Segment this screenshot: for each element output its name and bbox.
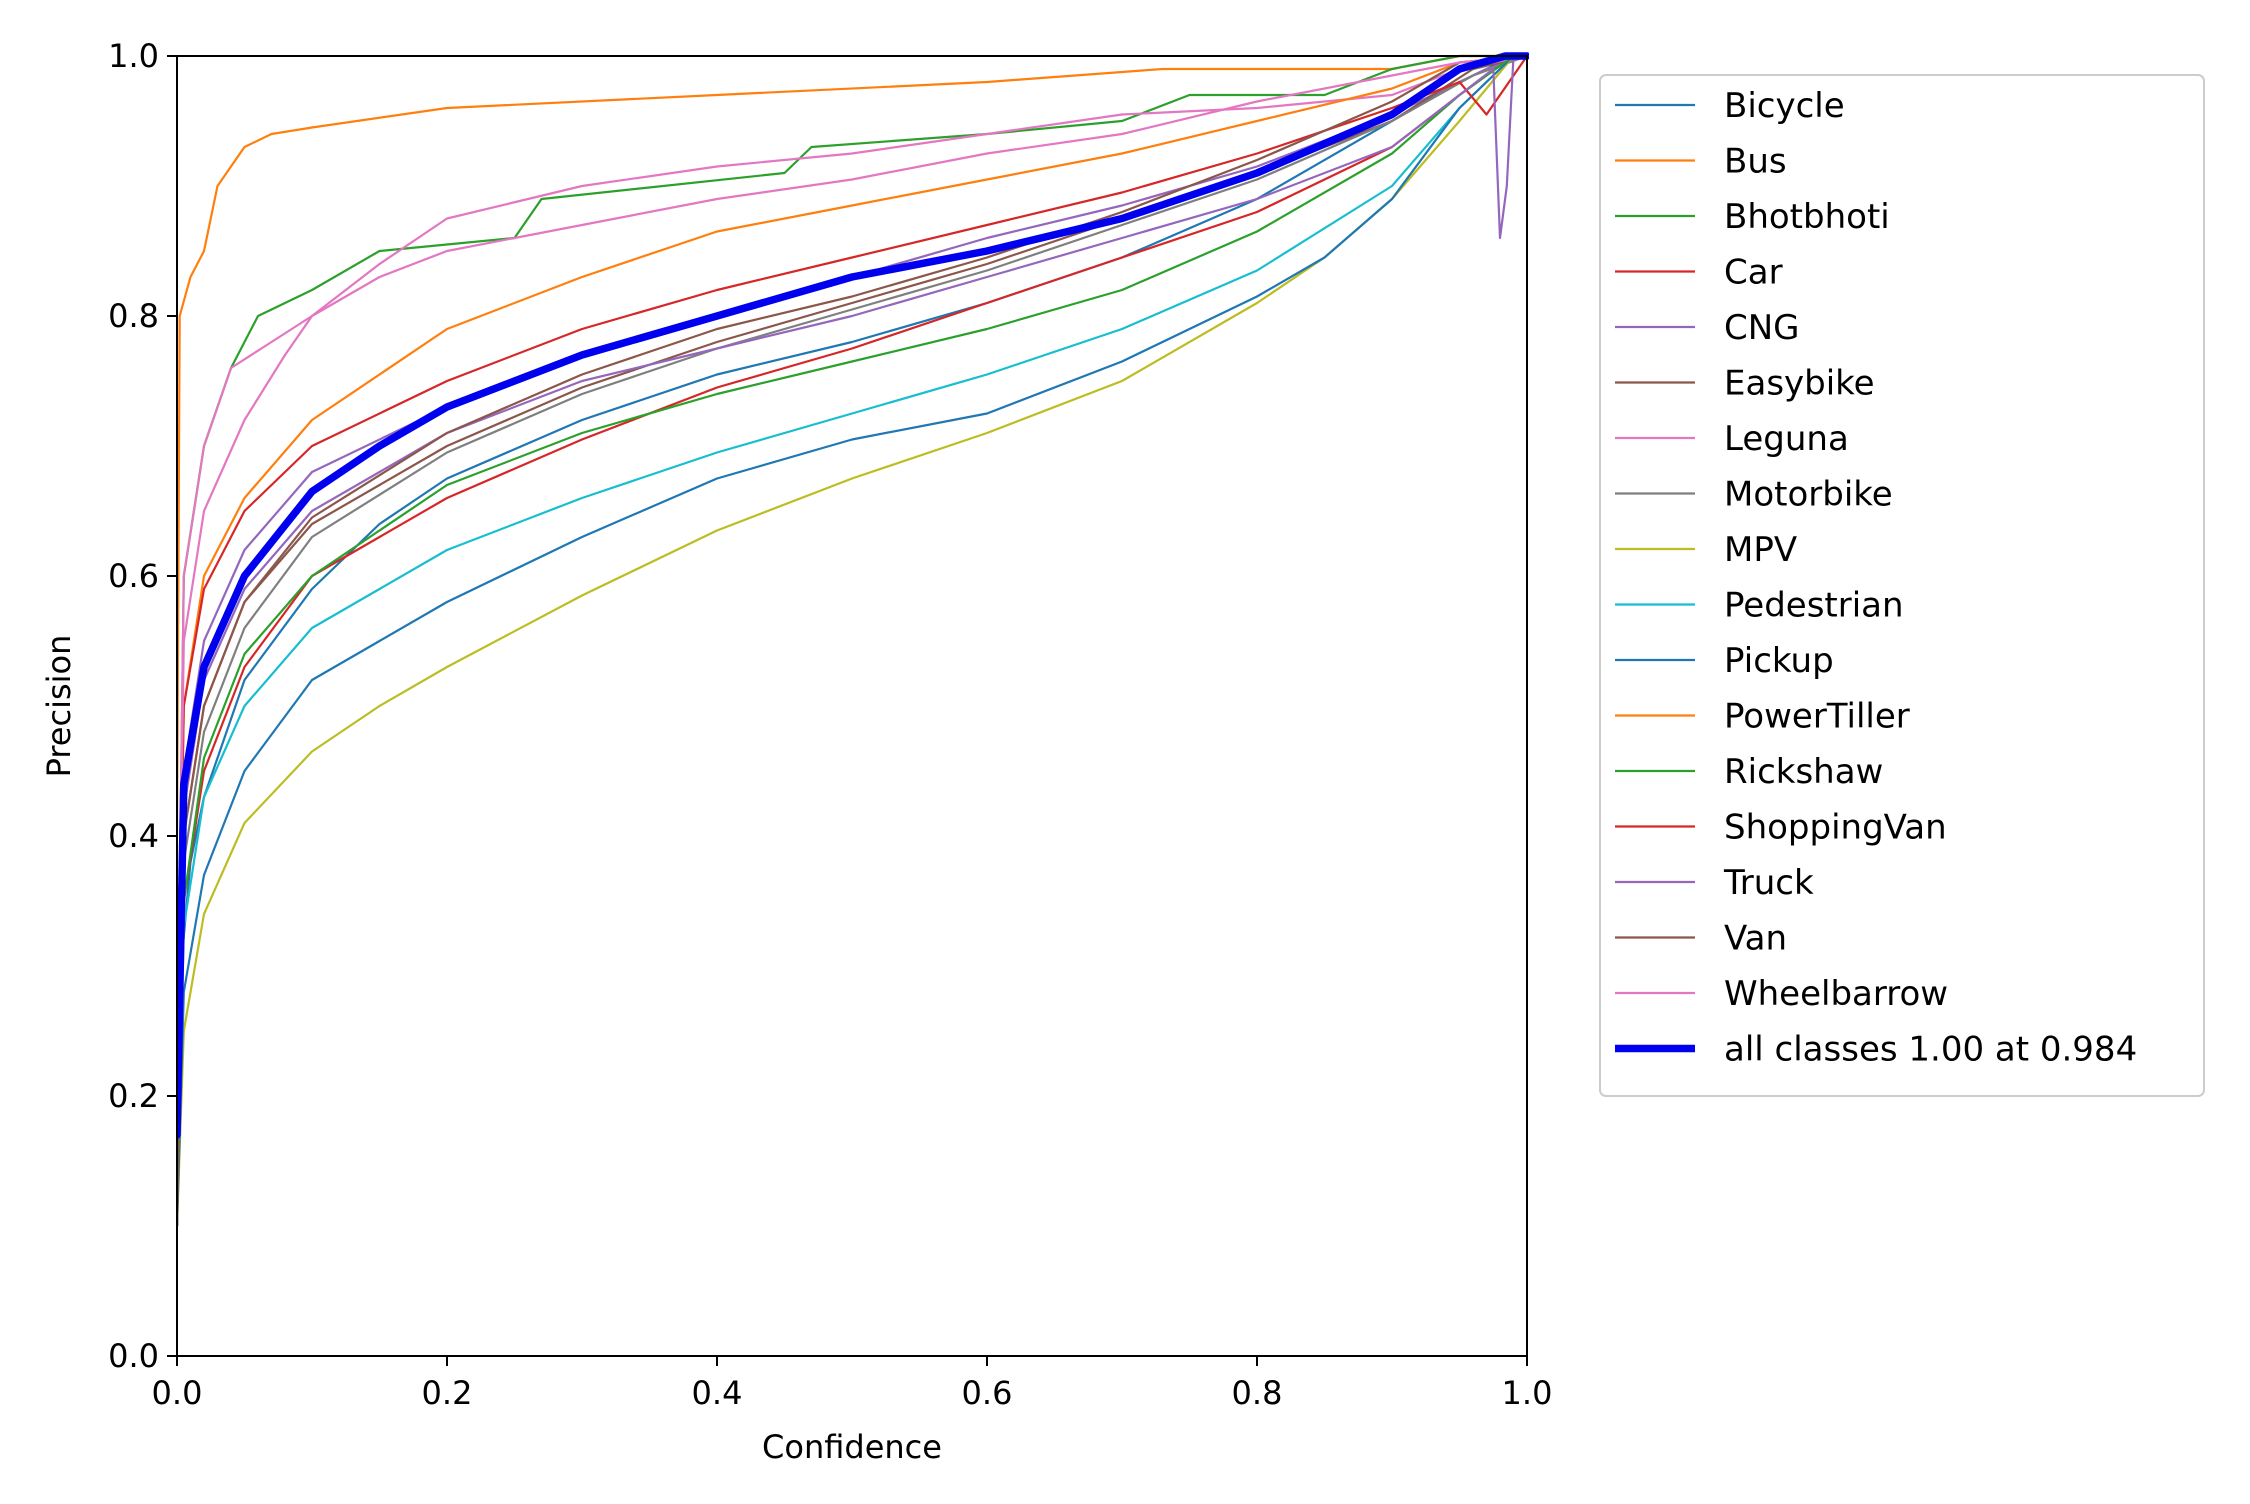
y-tick-label: 0.4 — [108, 817, 159, 855]
series-line-mpv — [177, 54, 1529, 1228]
series-line-pickup — [177, 54, 1529, 1228]
legend-label: Pedestrian — [1724, 586, 1904, 626]
series-line-cng — [177, 54, 1529, 1163]
series-line-bhotbhoti — [177, 54, 1529, 1098]
y-tick-label: 0.8 — [108, 297, 159, 335]
series-line-leguna — [177, 54, 1529, 1098]
series-line-rickshaw — [177, 54, 1529, 1228]
legend-label: Pickup — [1724, 641, 1834, 681]
legend-box — [1599, 74, 2205, 1097]
series-line-truck — [177, 54, 1529, 1163]
legend-label: Car — [1724, 253, 1783, 293]
plot-area — [177, 52, 1529, 1228]
x-tick-label: 0.6 — [962, 1374, 1013, 1412]
legend-label: Bhotbhoti — [1724, 197, 1890, 237]
series-line-bus — [177, 54, 1529, 838]
y-axis-label: Precision — [40, 635, 78, 778]
legend: Bicycle Bus Bhotbhoti Car CNG Easybike Leguna M… — [1599, 74, 2205, 1097]
legend-label: Rickshaw — [1724, 752, 1883, 792]
legend-label: Wheelbarrow — [1724, 974, 1948, 1014]
x-tick-label: 0.2 — [422, 1374, 473, 1412]
series-line-shoppingvan — [177, 54, 1529, 1098]
legend-label: Truck — [1723, 863, 1814, 903]
x-tick-label: 0.0 — [152, 1374, 203, 1412]
x-tick-label: 0.8 — [1232, 1374, 1283, 1412]
axes: 0.0 0.2 0.4 0.6 0.8 1.0 0.0 0.2 0.4 0.6 0.8 1.0 Conf… — [40, 37, 1552, 1466]
y-tick-label: 0.0 — [108, 1337, 159, 1375]
x-axis-label: Confidence — [762, 1428, 942, 1466]
y-tick-label: 1.0 — [108, 37, 159, 75]
x-tick-label: 0.4 — [692, 1374, 743, 1412]
legend-label: MPV — [1724, 530, 1797, 570]
y-tick-label: 0.6 — [108, 557, 159, 595]
x-tick-label: 1.0 — [1502, 1374, 1553, 1412]
legend-label: ShoppingVan — [1724, 808, 1947, 848]
series-line-all-classes-1-00-at-0-984 — [177, 52, 1529, 1139]
legend-label: Leguna — [1724, 419, 1849, 459]
series-line-pedestrian — [177, 54, 1529, 1228]
series-line-wheelbarrow — [177, 54, 1529, 1098]
plot-frame — [176, 55, 1528, 1357]
legend-label: Easybike — [1724, 364, 1875, 404]
legend-label: Bus — [1724, 142, 1787, 182]
legend-label: Van — [1724, 919, 1787, 959]
series-line-van — [177, 54, 1529, 1228]
legend-label: all classes 1.00 at 0.984 — [1724, 1030, 2137, 1070]
legend-label: PowerTiller — [1724, 697, 1910, 737]
legend-label: CNG — [1724, 308, 1800, 348]
y-tick-label: 0.2 — [108, 1077, 159, 1115]
legend-label: Bicycle — [1724, 86, 1845, 126]
legend-label: Motorbike — [1724, 475, 1893, 515]
series-line-powertiller — [177, 54, 1529, 1098]
